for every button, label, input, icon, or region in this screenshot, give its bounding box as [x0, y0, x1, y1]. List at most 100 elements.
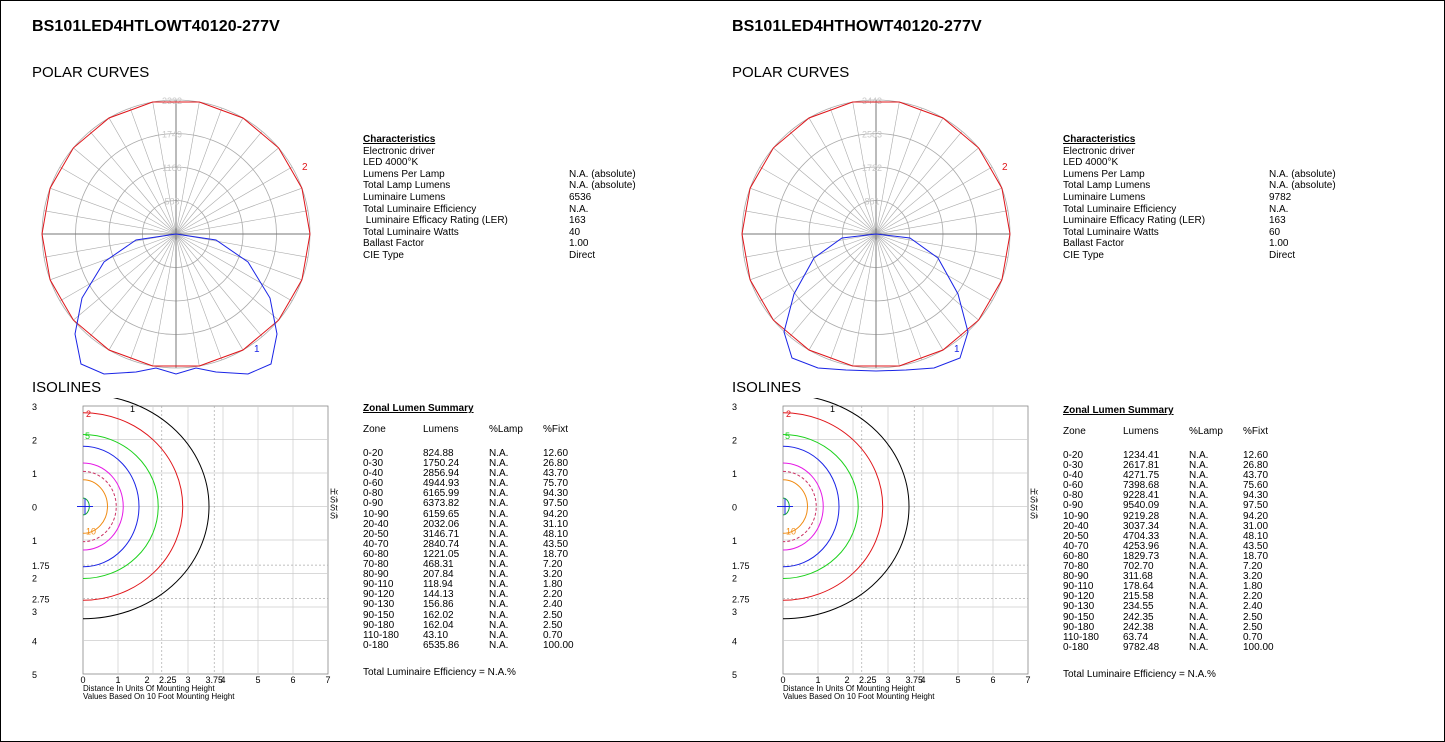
polar-spoke: [175, 147, 279, 235]
zonal-cell: N.A.: [1189, 470, 1209, 482]
zonal-row: 90-110 178.64 N.A. 1.80: [1063, 582, 1293, 592]
zonal-row: 90-180 242.38 N.A. 2.50: [1063, 621, 1293, 633]
characteristics-row: Total Luminaire Watts 60: [1063, 227, 1393, 239]
characteristics-value: Direct: [1269, 249, 1296, 261]
zonal-cell: 1.80: [1243, 581, 1263, 593]
iso-contour-magenta: [782, 462, 824, 551]
polar-spoke: [829, 233, 877, 361]
zonal-cell: 97.50: [543, 498, 569, 510]
iso-x-tick: 2.25: [859, 675, 877, 685]
zonal-cell: 7.20: [1243, 561, 1263, 573]
zonal-cell: N.A.: [1189, 561, 1209, 573]
polar-curves-heading: POLAR CURVES: [732, 64, 850, 81]
polar-ring-label: 1749: [162, 130, 182, 140]
characteristics-row: Luminaire Lumens 6536: [363, 192, 693, 204]
zonal-cell: N.A.: [489, 538, 509, 550]
panel-right: BS101LED4HTHOWT40120-277V POLAR CURVES 8…: [700, 0, 1400, 742]
zonal-cell: N.A.: [489, 619, 509, 631]
iso-contour-green: [782, 433, 859, 580]
zonal-row: 0-40 2856.94 N.A. 43.70: [363, 469, 593, 479]
zonal-column-header: %Fixt: [543, 424, 568, 435]
zonal-cell: 94.30: [543, 488, 569, 500]
zonal-column-header: Lumens: [423, 424, 459, 435]
zonal-column-header: %Lamp: [489, 424, 523, 435]
polar-spoke: [875, 166, 993, 235]
characteristics-value: 163: [1269, 215, 1286, 227]
zonal-row: 20-50 4704.33 N.A. 48.10: [1063, 531, 1293, 542]
polar-spoke: [875, 233, 900, 367]
iso-x-tick: 3.75: [205, 675, 223, 685]
characteristics-value: N.A. (absolute): [569, 168, 636, 180]
polar-spoke: [875, 131, 963, 235]
zonal-cell: 3.20: [543, 569, 563, 581]
zonal-cell: 94.30: [1243, 490, 1269, 502]
zonal-cell: 40-70: [363, 538, 389, 550]
characteristics-heading: Characteristics: [1063, 134, 1136, 145]
polar-spoke: [59, 166, 177, 235]
polar-curve-chart: 583 1166 1749 2332 2 1: [41, 96, 311, 375]
characteristics-key: Lumens Per Lamp: [363, 168, 445, 180]
zonal-cell: N.A.: [1189, 631, 1209, 643]
polar-spoke: [175, 101, 200, 235]
iso-contour-label: 10: [786, 527, 796, 537]
polar-spoke: [73, 147, 177, 235]
zonal-cell: 2.50: [1243, 621, 1263, 633]
zonal-cell: 468.31: [423, 559, 454, 571]
zonal-cell: 75.60: [1243, 480, 1269, 492]
iso-contour-orange: [82, 479, 108, 534]
iso-x-tick: 2: [144, 675, 149, 685]
zonal-cell: N.A.: [1189, 460, 1209, 472]
iso-side-label: Street: [1030, 504, 1038, 513]
iso-y-tick: 1.75: [732, 561, 750, 571]
polar-spoke: [759, 166, 877, 235]
zonal-cell: 90-180: [363, 619, 395, 631]
characteristics-key: Lumens Per Lamp: [1063, 168, 1145, 180]
zonal-cell: 1234.41: [1123, 450, 1160, 461]
zonal-cell: 4271.75: [1123, 470, 1160, 482]
polar-ring-label: 861: [864, 197, 879, 207]
characteristics-key: Luminaire Lumens: [1063, 191, 1146, 203]
characteristics-value: 9782: [1269, 191, 1292, 203]
zonal-row: 70-80 702.70 N.A. 7.20: [1063, 561, 1293, 573]
characteristics-key: CIE Type: [363, 249, 404, 261]
characteristics-block: Characteristics Electronic driver LED 4000…: [363, 134, 693, 262]
iso-y-tick: 2.75: [32, 595, 50, 605]
polar-curve-label-2: 2: [302, 162, 308, 173]
polar-spoke: [743, 233, 877, 258]
zonal-cell: N.A.: [1189, 581, 1209, 593]
zonal-cell: N.A.: [489, 468, 509, 480]
zonal-cell: 90-180: [1063, 621, 1095, 633]
characteristics-line: LED 4000°K: [363, 157, 419, 169]
zonal-cell: 31.10: [543, 518, 569, 530]
zonal-cell: N.A.: [489, 528, 509, 540]
iso-x-tick: 6: [990, 675, 995, 685]
polar-spoke: [829, 107, 877, 235]
zonal-cell: 26.80: [543, 458, 569, 470]
zonal-row: 0-20 1234.41 N.A. 12.60: [1063, 450, 1293, 461]
zonal-row: 80-90 207.84 N.A. 3.20: [363, 570, 593, 580]
polar-curves-heading: POLAR CURVES: [32, 64, 150, 81]
polar-spoke: [759, 233, 877, 302]
iso-side-label: House: [1030, 488, 1038, 497]
characteristics-key: Total Lamp Lumens: [1063, 180, 1151, 192]
polar-spoke: [175, 210, 309, 235]
zonal-cell: 3037.34: [1123, 520, 1160, 532]
zonal-cell: 2.40: [543, 599, 563, 611]
zonal-row: 90-180 162.04 N.A. 2.50: [363, 619, 593, 631]
polar-spoke: [875, 233, 1009, 258]
characteristics-value: Direct: [569, 249, 596, 261]
characteristics-value: N.A. (absolute): [1269, 168, 1336, 180]
polar-spoke: [43, 210, 177, 235]
zonal-cell: N.A.: [489, 589, 509, 601]
zonal-footer: Total Luminaire Efficiency = N.A.%: [1063, 668, 1216, 680]
polar-spoke: [875, 210, 1009, 235]
zonal-row: 90-150 242.35 N.A. 2.50: [1063, 612, 1293, 623]
zonal-cell: N.A.: [489, 488, 509, 500]
polar-spoke: [175, 166, 293, 235]
characteristics-row: CIE Type Direct: [1063, 250, 1393, 262]
characteristics-row: Luminaire Efficacy Rating (LER) 163: [363, 215, 693, 227]
zonal-row: 110-180 63.74 N.A. 0.70: [1063, 631, 1293, 643]
iso-y-tick: 1: [732, 469, 737, 479]
polar-curve-blue: [783, 233, 969, 372]
